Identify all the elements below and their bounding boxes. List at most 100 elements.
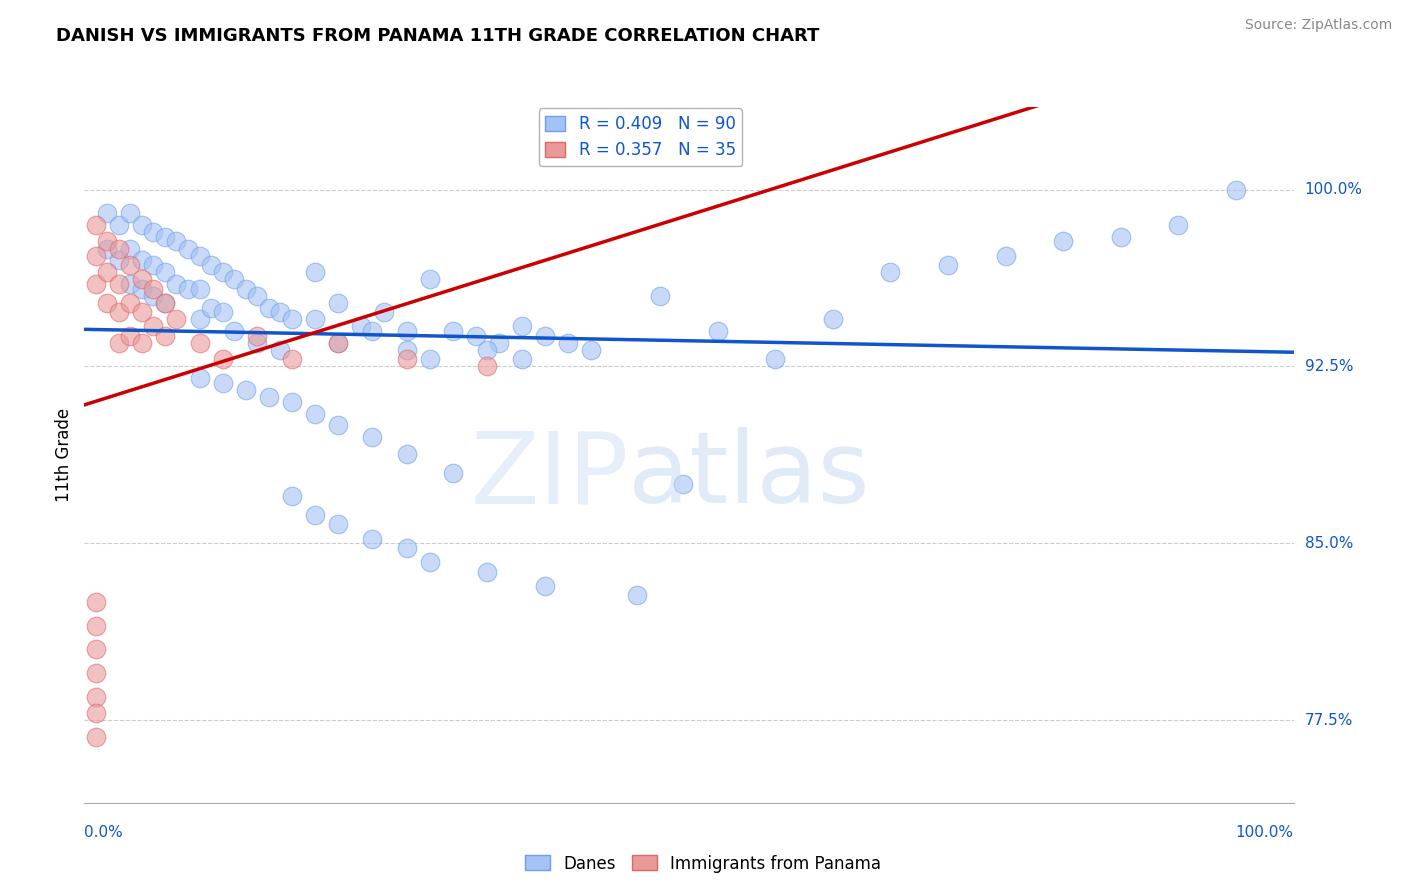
Point	[280, 489, 302, 503]
Point	[326, 418, 349, 433]
Point	[257, 301, 280, 315]
Text: 85.0%: 85.0%	[1305, 536, 1353, 551]
Point	[464, 328, 486, 343]
Point	[395, 352, 418, 367]
Point	[84, 277, 107, 291]
Point	[304, 407, 326, 421]
Point	[84, 706, 107, 721]
Point	[477, 343, 499, 357]
Point	[936, 258, 959, 272]
Point	[650, 289, 672, 303]
Point	[672, 477, 695, 491]
Point	[257, 390, 280, 404]
Point	[131, 218, 153, 232]
Point	[188, 249, 211, 263]
Point	[626, 588, 648, 602]
Point	[188, 282, 211, 296]
Point	[131, 272, 153, 286]
Point	[395, 343, 418, 357]
Point	[477, 565, 499, 579]
Point	[188, 312, 211, 326]
Point	[108, 305, 131, 319]
Point	[200, 301, 222, 315]
Point	[96, 295, 118, 310]
Point	[706, 324, 728, 338]
Point	[84, 730, 107, 744]
Point	[1225, 183, 1247, 197]
Point	[177, 282, 200, 296]
Point	[84, 595, 107, 609]
Point	[361, 324, 384, 338]
Legend: R = 0.409   N = 90, R = 0.357   N = 35: R = 0.409 N = 90, R = 0.357 N = 35	[538, 109, 742, 166]
Point	[477, 359, 499, 374]
Point	[579, 343, 602, 357]
Point	[1167, 218, 1189, 232]
Point	[441, 324, 464, 338]
Text: DANISH VS IMMIGRANTS FROM PANAMA 11TH GRADE CORRELATION CHART: DANISH VS IMMIGRANTS FROM PANAMA 11TH GR…	[56, 27, 820, 45]
Point	[994, 249, 1017, 263]
Text: 77.5%: 77.5%	[1305, 713, 1353, 728]
Point	[326, 517, 349, 532]
Point	[395, 541, 418, 555]
Point	[142, 289, 165, 303]
Point	[211, 352, 233, 367]
Point	[326, 335, 349, 350]
Point	[108, 335, 131, 350]
Point	[763, 352, 786, 367]
Point	[120, 328, 142, 343]
Point	[108, 242, 131, 256]
Point	[96, 265, 118, 279]
Point	[304, 312, 326, 326]
Point	[1109, 229, 1132, 244]
Point	[211, 265, 233, 279]
Legend: Danes, Immigrants from Panama: Danes, Immigrants from Panama	[517, 848, 889, 880]
Point	[510, 319, 533, 334]
Point	[326, 335, 349, 350]
Text: 92.5%: 92.5%	[1305, 359, 1353, 374]
Point	[131, 305, 153, 319]
Point	[120, 242, 142, 256]
Point	[84, 218, 107, 232]
Point	[166, 235, 188, 249]
Text: Source: ZipAtlas.com: Source: ZipAtlas.com	[1244, 18, 1392, 32]
Point	[304, 508, 326, 522]
Point	[142, 319, 165, 334]
Point	[84, 642, 107, 657]
Point	[84, 619, 107, 633]
Point	[96, 235, 118, 249]
Point	[84, 666, 107, 681]
Point	[142, 258, 165, 272]
Point	[153, 295, 176, 310]
Text: 0.0%: 0.0%	[84, 825, 124, 840]
Text: 100.0%: 100.0%	[1305, 182, 1362, 197]
Point	[361, 532, 384, 546]
Point	[153, 229, 176, 244]
Point	[131, 335, 153, 350]
Point	[246, 335, 269, 350]
Point	[821, 312, 844, 326]
Point	[280, 312, 302, 326]
Point	[211, 305, 233, 319]
Point	[188, 335, 211, 350]
Point	[534, 579, 557, 593]
Text: 100.0%: 100.0%	[1236, 825, 1294, 840]
Point	[120, 277, 142, 291]
Point	[211, 376, 233, 390]
Point	[269, 343, 291, 357]
Point	[84, 690, 107, 704]
Y-axis label: 11th Grade: 11th Grade	[55, 408, 73, 502]
Point	[488, 335, 510, 350]
Point	[142, 225, 165, 239]
Point	[120, 206, 142, 220]
Point	[108, 277, 131, 291]
Point	[142, 282, 165, 296]
Point	[441, 466, 464, 480]
Point	[177, 242, 200, 256]
Point	[419, 555, 441, 569]
Point	[120, 258, 142, 272]
Point	[222, 272, 245, 286]
Point	[557, 335, 579, 350]
Point	[153, 328, 176, 343]
Point	[108, 218, 131, 232]
Point	[246, 328, 269, 343]
